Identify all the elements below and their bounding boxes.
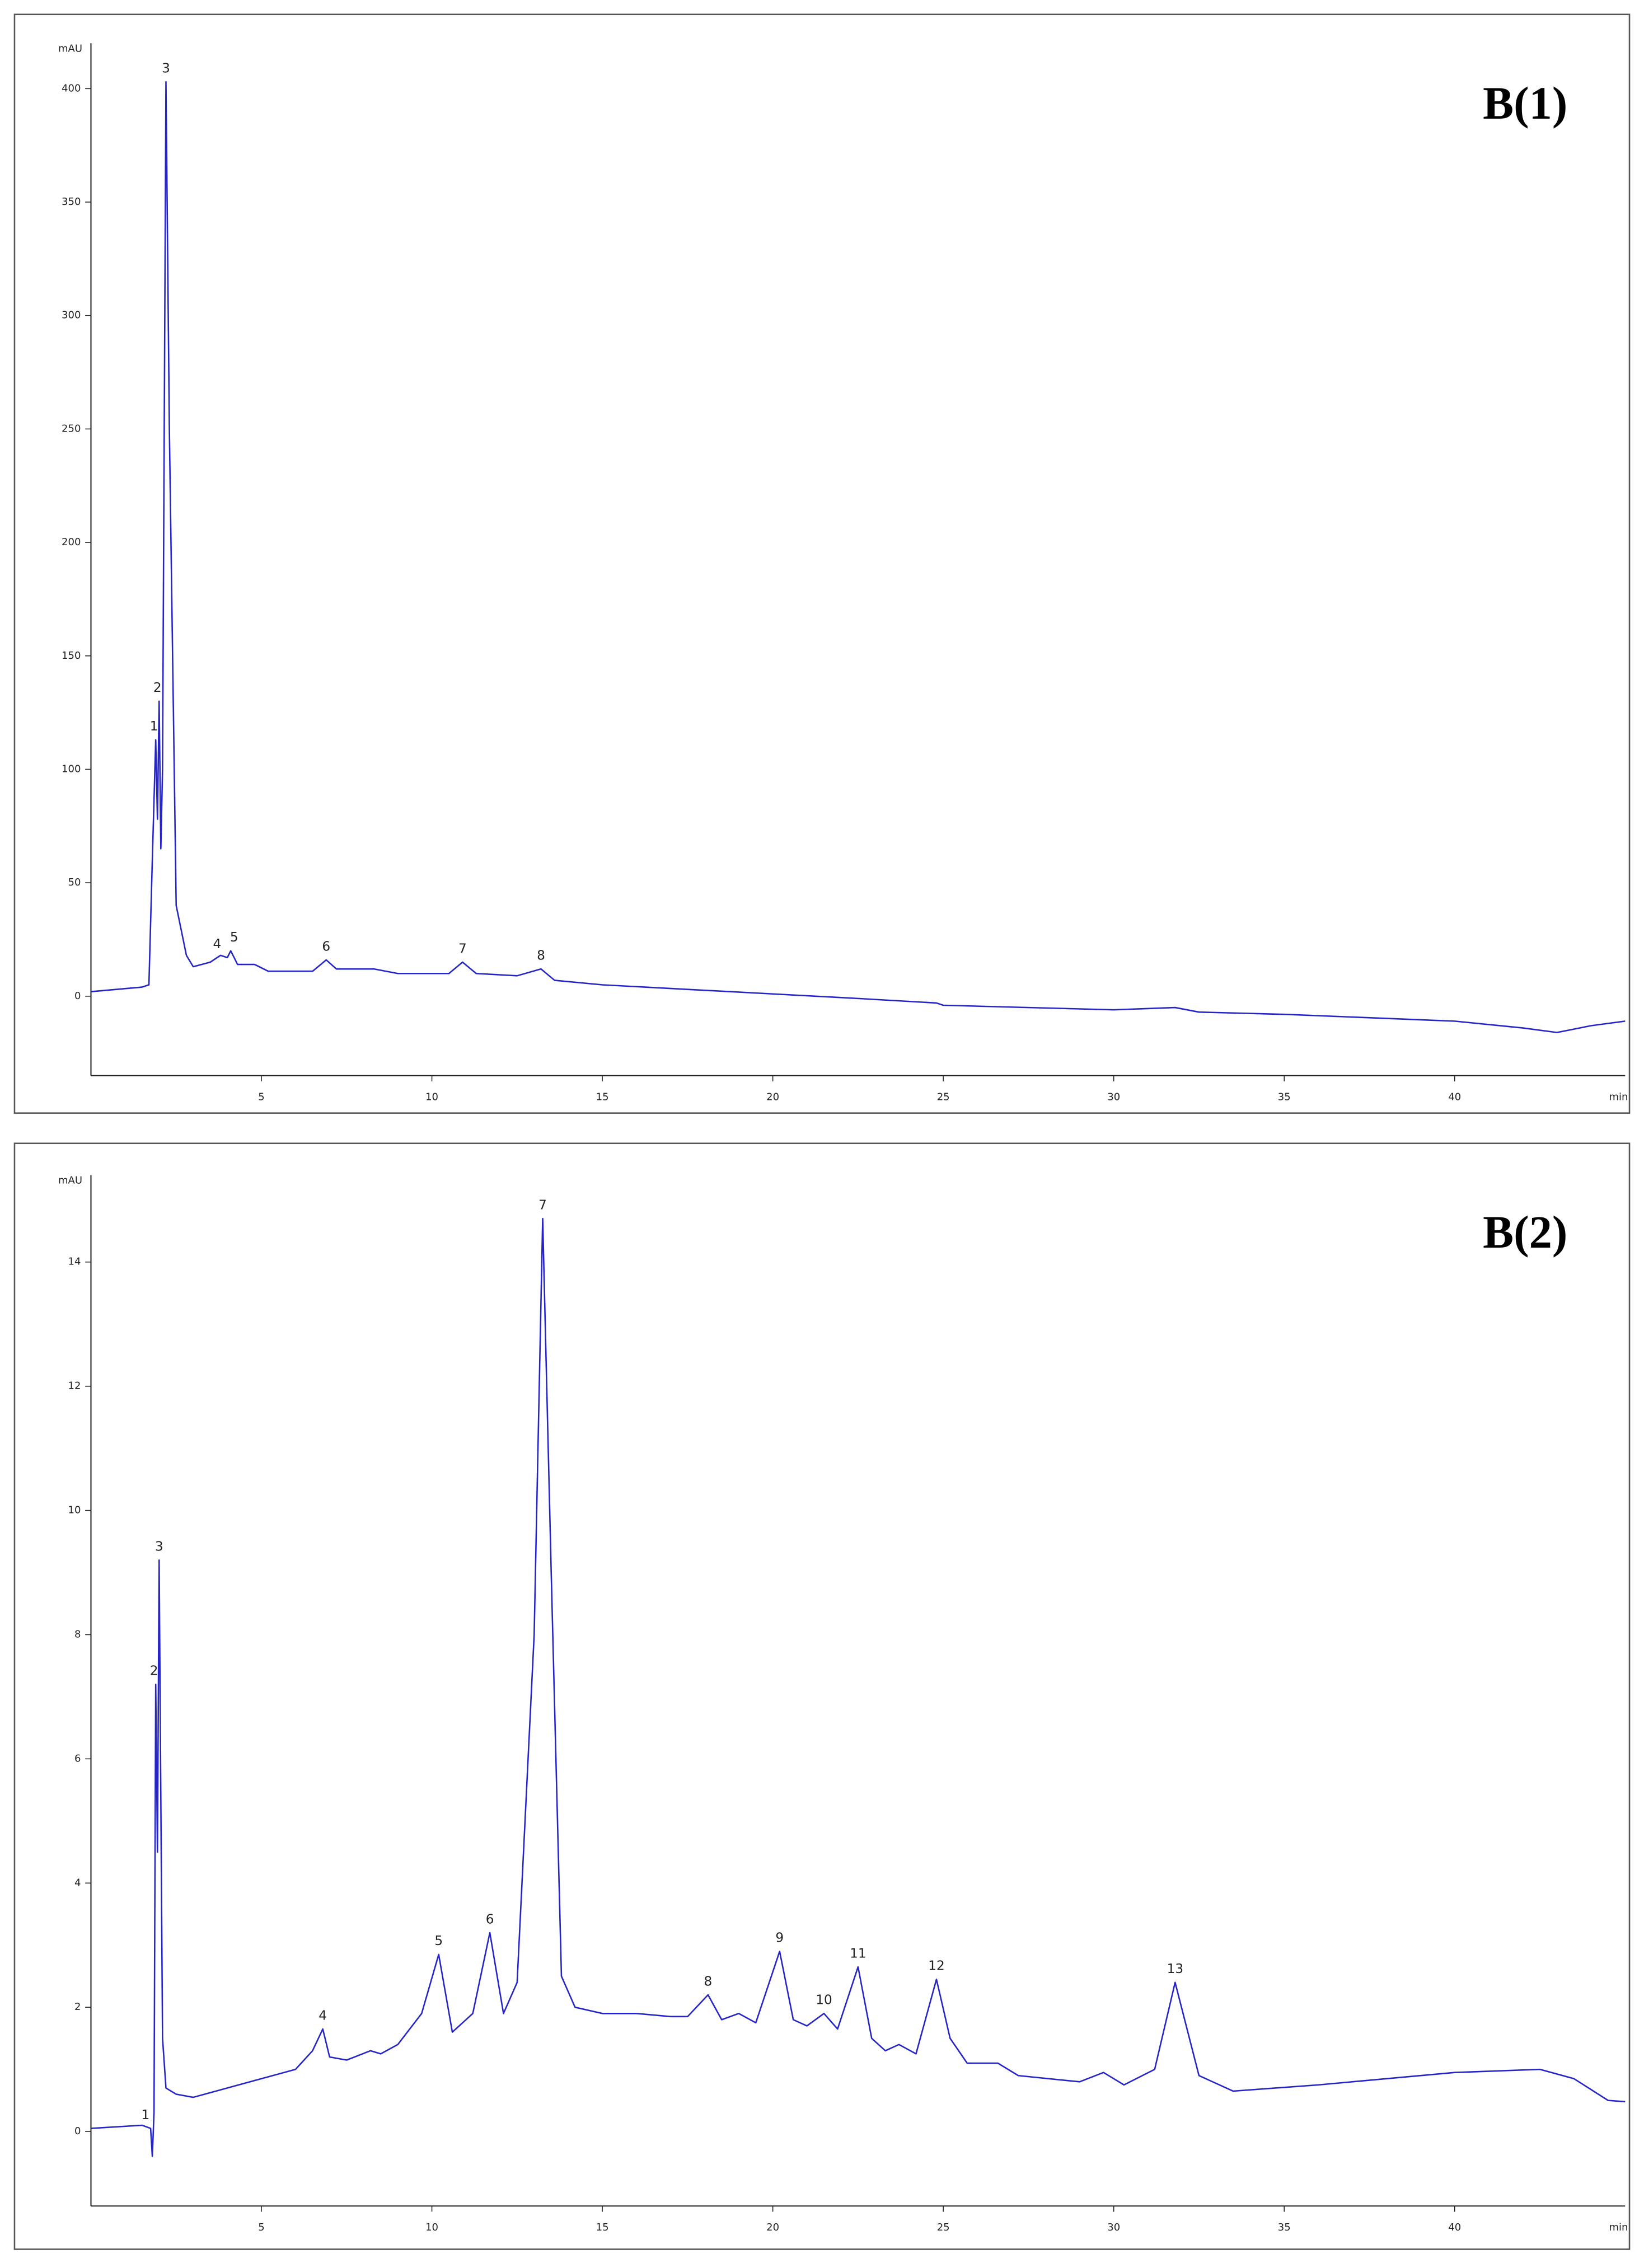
peak-label: 13 [1167,1961,1184,1976]
peak-label: 2 [150,1663,158,1679]
y-tick-label: 150 [62,650,81,662]
y-tick-label: 12 [68,1380,81,1392]
y-tick-label: 50 [68,877,81,888]
x-tick-label: 20 [766,1091,779,1103]
x-tick-label: 15 [596,2222,609,2233]
peak-label: 5 [434,1933,443,1948]
x-tick-label: 30 [1107,1091,1120,1103]
x-tick-label: 15 [596,1091,609,1103]
x-tick-label: 5 [258,1091,264,1103]
trace [91,1217,1626,2157]
y-tick-label: 10 [68,1505,81,1516]
peak-label: 7 [458,941,467,956]
peak-label: 4 [213,936,221,952]
peak-label: 5 [230,930,238,945]
peak-label: 8 [704,1974,713,1989]
x-tick-label: 10 [425,2222,438,2233]
y-tick-label: 14 [68,1256,81,1268]
x-tick-label: 10 [425,1091,438,1103]
x-tick-label: 20 [766,2222,779,2233]
y-tick-label: 6 [74,1752,81,1764]
peak-label: 1 [150,719,158,734]
peak-label: 1 [142,2107,150,2122]
y-tick-label: 2 [74,2001,81,2013]
x-axis-label: min [1609,2222,1628,2233]
y-tick-label: 200 [62,536,81,548]
peak-label: 9 [775,1930,784,1946]
x-tick-label: 40 [1448,1091,1461,1103]
x-tick-label: 40 [1448,2222,1461,2233]
peak-label: 3 [162,61,170,76]
y-tick-label: 400 [62,82,81,94]
x-tick-label: 30 [1107,2222,1120,2233]
y-axis-label: mAU [58,1175,82,1187]
peak-label: 6 [322,939,330,954]
y-tick-label: 100 [62,763,81,775]
peak-label: 8 [537,948,545,963]
peak-label: 7 [538,1197,547,1212]
y-tick-label: 0 [74,2125,81,2137]
panel-frame [13,1142,1631,2250]
x-tick-label: 35 [1278,1091,1291,1103]
y-tick-label: 250 [62,423,81,434]
x-axis-label: min [1609,1091,1628,1103]
trace [91,81,1626,1033]
y-tick-label: 300 [62,310,81,321]
peak-label: 3 [155,1539,163,1554]
x-tick-label: 25 [937,1091,950,1103]
peak-label: 10 [816,1993,832,2008]
x-tick-label: 35 [1278,2222,1291,2233]
y-tick-label: 0 [74,990,81,1002]
y-tick-label: 8 [74,1628,81,1640]
y-tick-label: 4 [74,1877,81,1889]
peak-label: 6 [486,1911,494,1927]
peak-label: 11 [850,1946,867,1961]
peak-label: 12 [928,1958,945,1974]
panel-frame [13,13,1631,1114]
y-tick-label: 350 [62,196,81,208]
y-axis-label: mAU [58,43,82,55]
peak-label: 4 [319,2008,327,2023]
panel-label: B(2) [1483,1207,1567,1258]
panel-label: B(1) [1483,78,1567,129]
x-tick-label: 25 [937,2222,950,2233]
peak-label: 2 [153,680,162,695]
x-tick-label: 5 [258,2222,264,2233]
